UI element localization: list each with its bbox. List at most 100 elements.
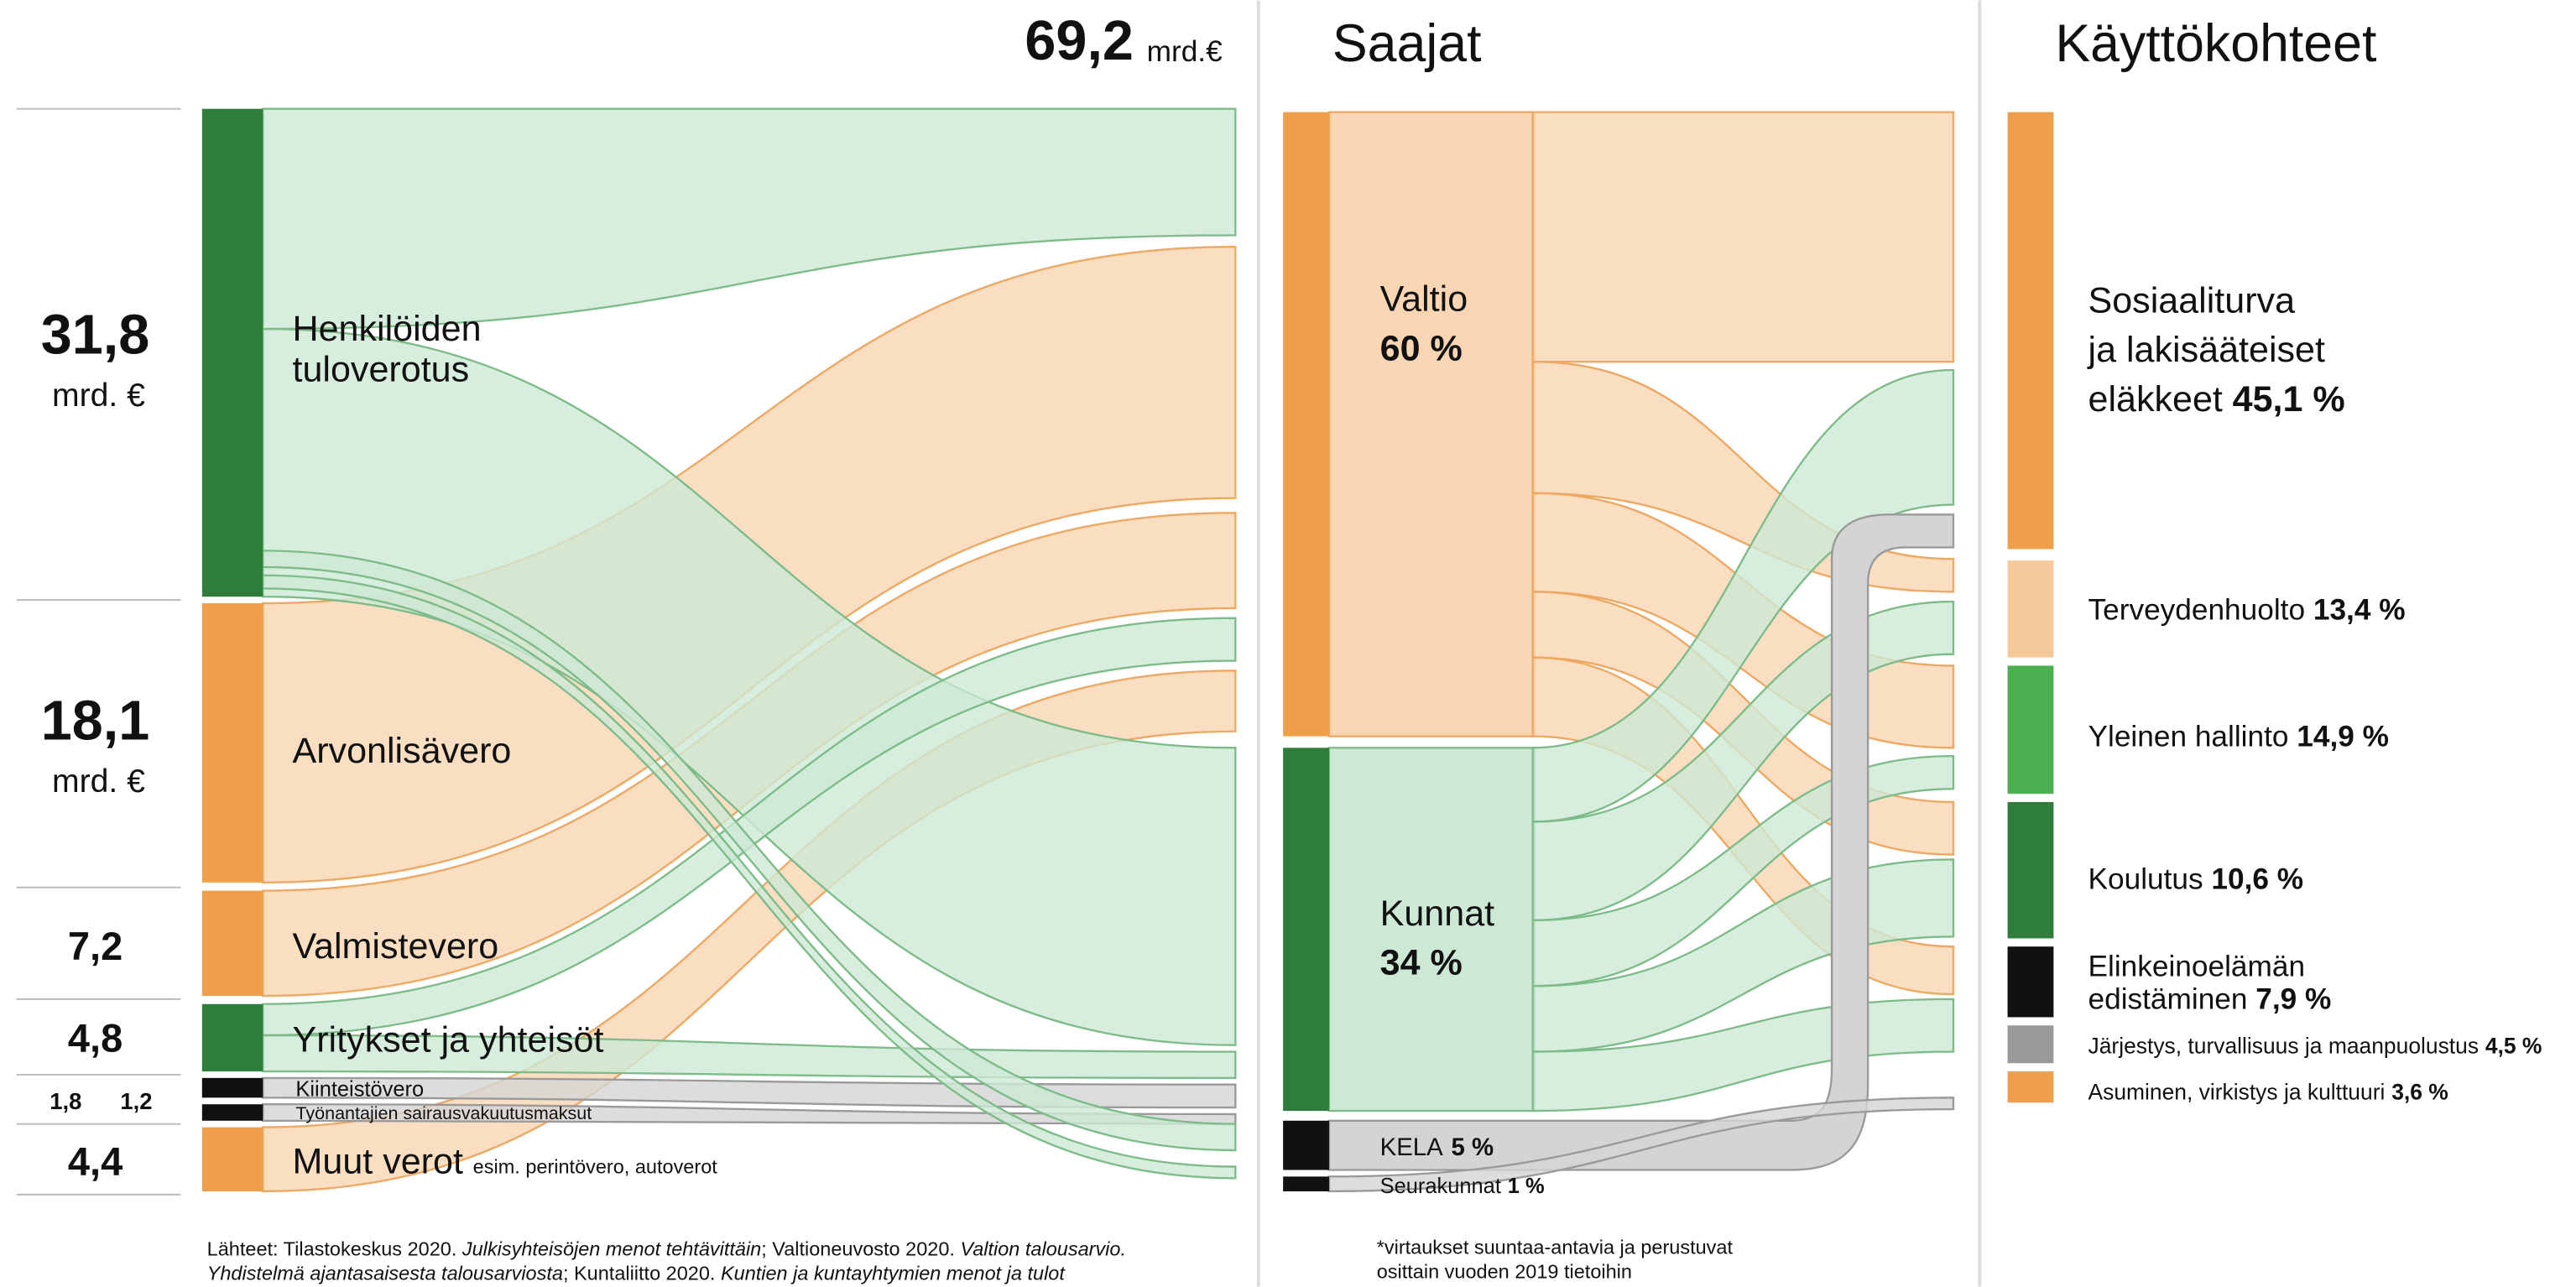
recipient-name: Valtio	[1380, 279, 1468, 320]
use-share: 10,6 %	[2211, 863, 2303, 896]
recipient-name: KELA	[1380, 1133, 1443, 1161]
note-part: Valtion talousarvio.	[960, 1238, 1126, 1259]
flow	[1327, 1097, 1955, 1193]
bar	[2007, 560, 2054, 658]
flow	[1531, 361, 1955, 593]
use-name: Elinkeinoelämän	[2088, 950, 2306, 982]
bar	[201, 890, 263, 996]
source-value: 7,2	[68, 924, 123, 968]
bars	[201, 108, 2054, 1191]
flow	[1531, 111, 1955, 363]
use-name: Asuminen, virkistys ja kulttuuri	[2088, 1079, 2386, 1104]
flows	[262, 107, 1955, 1193]
source-value: 1,8	[50, 1088, 81, 1114]
use-label: Terveydenhuolto 13,4 %	[2088, 594, 2406, 627]
flow	[262, 550, 1237, 1152]
use-share: 7,9 %	[2255, 983, 2331, 1016]
bar	[2007, 112, 2054, 550]
use-label: Yleinen hallinto 14,9 %	[2088, 720, 2389, 753]
source-name: Yritykset ja yhteisöt	[293, 1020, 604, 1060]
use-label: Asuminen, virkistys ja kulttuuri 3,6 %	[2088, 1079, 2448, 1104]
bar	[1283, 112, 1329, 737]
footnote: *virtaukset suuntaa-antavia ja perustuva…	[1377, 1236, 1734, 1258]
note-part: Lähteet: Tilastokeskus 2020.	[207, 1238, 462, 1259]
flow	[1327, 513, 1955, 1171]
use-label: edistäminen 7,9 %	[2088, 983, 2332, 1016]
bar	[2007, 1025, 2054, 1064]
flow	[1531, 754, 1955, 987]
source-name: tuloverotus	[293, 350, 470, 390]
flow	[1531, 368, 1955, 823]
source-value: 4,4	[68, 1138, 123, 1183]
recipient-name: Seurakunnat	[1380, 1175, 1501, 1198]
flow	[262, 617, 1237, 1037]
bar	[201, 1077, 263, 1098]
bar	[2007, 946, 2054, 1018]
use-share: 14,9 %	[2297, 720, 2389, 753]
flow	[1327, 747, 1536, 1112]
bar	[1283, 748, 1329, 1112]
source-name: Kiinteistövero	[295, 1077, 424, 1101]
source-name: Valmistevero	[293, 926, 499, 967]
note-part: ; Kuntaliitto 2020.	[563, 1263, 721, 1284]
total: 69,2	[1025, 10, 1134, 72]
bar	[1283, 1120, 1329, 1170]
bar	[201, 108, 263, 597]
use-label: Järjestys, turvallisuus ja maanpuolustus…	[2088, 1033, 2542, 1058]
footnote: osittain vuoden 2019 tietoihin	[1377, 1261, 1632, 1283]
note-part: ; Valtioneuvosto 2020.	[761, 1238, 960, 1259]
flow	[262, 574, 1237, 1180]
use-share: 3,6 %	[2391, 1079, 2448, 1104]
separators	[16, 107, 181, 1196]
bar	[201, 1127, 263, 1191]
use-name: Koulutus	[2088, 863, 2203, 896]
note-part: Yhdistelmä ajantasaisesta talousarviosta	[207, 1263, 563, 1284]
recipient-share: 1 %	[1508, 1175, 1545, 1198]
use-name: Yleinen hallinto	[2088, 720, 2289, 753]
use-name: ja lakisääteiset	[2087, 330, 2325, 370]
source-value: 18,1	[41, 690, 150, 753]
use-name: Terveydenhuolto	[2088, 594, 2306, 627]
source-value: 4,8	[68, 1016, 123, 1060]
total-unit: mrd.€	[1147, 35, 1223, 68]
source-name: Työnantajien sairausvakuutusmaksut	[295, 1103, 592, 1123]
recipient-share: 34 %	[1380, 943, 1463, 983]
use-share: 45,1 %	[2233, 379, 2345, 419]
bar	[2007, 1071, 2054, 1103]
source-value: 1,2	[120, 1088, 152, 1114]
source-value: 31,8	[41, 304, 150, 366]
recipient-label: KELA 5 %	[1380, 1133, 1494, 1161]
bar	[201, 1003, 263, 1072]
bar	[201, 1104, 263, 1121]
use-name: Järjestys, turvallisuus ja maanpuolustus	[2088, 1033, 2480, 1058]
bar	[1283, 1176, 1329, 1191]
source-name: Muut verot	[293, 1141, 463, 1181]
recipient-label: Seurakunnat 1 %	[1380, 1175, 1545, 1198]
use-share: 13,4 %	[2313, 594, 2406, 627]
source-note: esim. perintövero, autoverot	[473, 1155, 718, 1177]
flow	[262, 107, 1237, 331]
use-label: eläkkeet 45,1 %	[2088, 379, 2345, 419]
source-unit: mrd. €	[52, 763, 145, 800]
recipients-title: Saajat	[1332, 14, 1482, 73]
source-unit: mrd. €	[52, 378, 145, 414]
sources-note: Yhdistelmä ajantasaisesta talousarviosta…	[207, 1263, 1066, 1284]
use-name: edistäminen	[2088, 983, 2248, 1016]
bar	[201, 603, 263, 883]
use-name: eläkkeet	[2088, 379, 2223, 419]
bar	[2007, 801, 2054, 939]
use-share: 4,5 %	[2485, 1033, 2542, 1058]
note-part: Kuntien ja kuntayhtymien menot ja tulot	[721, 1263, 1066, 1284]
flow	[1327, 111, 1536, 737]
recipient-share: 60 %	[1380, 328, 1463, 368]
uses-title: Käyttökohteet	[2055, 14, 2376, 73]
source-label: Muut verot esim. perintövero, autoverot	[293, 1141, 718, 1181]
use-name: Sosiaaliturva	[2088, 280, 2296, 320]
sources-note: Lähteet: Tilastokeskus 2020. Julkisyhtei…	[207, 1238, 1126, 1259]
source-name: Henkilöiden	[293, 309, 482, 349]
use-label: Koulutus 10,6 %	[2088, 863, 2304, 896]
note-part: Julkisyhteisöjen menot tehtävittäin	[461, 1238, 761, 1259]
recipient-name: Kunnat	[1380, 894, 1495, 934]
